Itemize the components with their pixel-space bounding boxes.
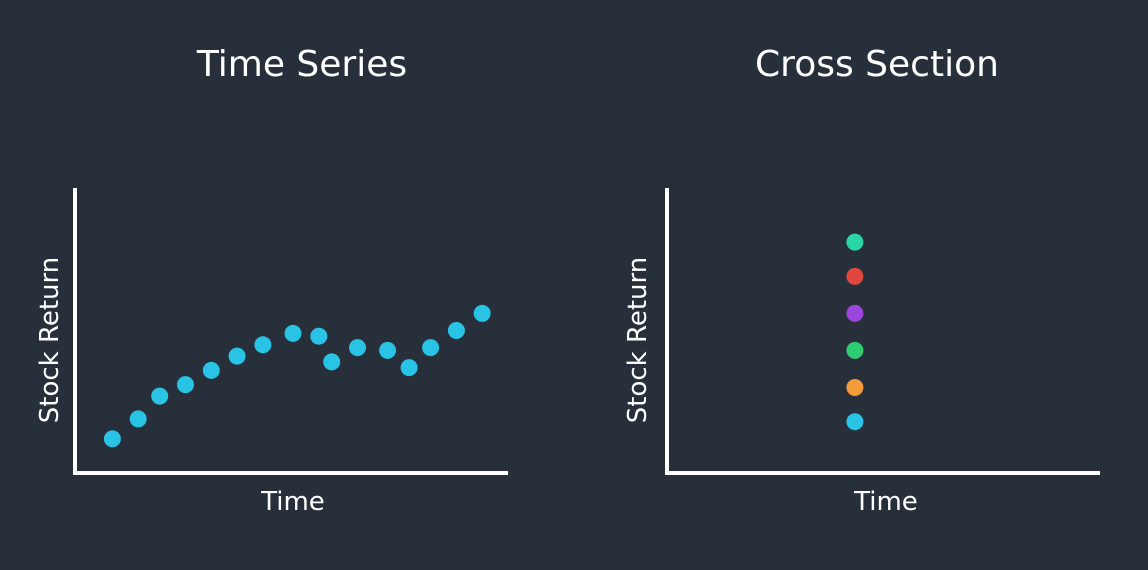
data-point [254, 336, 272, 354]
x-axis-label: Time [853, 487, 918, 517]
time-series-chart: Time Series Time Stock Return [35, 44, 508, 517]
data-point [422, 339, 440, 357]
axes [665, 188, 1100, 475]
chart-title: Time Series [196, 44, 407, 85]
y-axis-label: Stock Return [35, 257, 65, 424]
data-point [846, 267, 864, 285]
cross-section-chart: Cross Section Time Stock Return [623, 44, 1100, 517]
data-points [846, 233, 864, 431]
data-point [473, 304, 491, 322]
data-point [447, 322, 465, 339]
axes [73, 188, 508, 475]
data-point [400, 359, 418, 377]
data-point [129, 410, 147, 428]
data-point [379, 341, 397, 359]
data-point [151, 387, 169, 405]
y-axis-label: Stock Return [623, 257, 653, 424]
data-point [323, 353, 341, 371]
data-point [846, 379, 864, 396]
data-point [846, 341, 864, 359]
data-point [846, 304, 864, 322]
data-point [846, 413, 864, 431]
data-point [349, 339, 366, 357]
data-point [310, 327, 328, 345]
data-point [202, 361, 220, 379]
data-point [103, 430, 121, 448]
data-point [846, 233, 864, 251]
data-point [284, 324, 302, 342]
chart-title: Cross Section [755, 44, 999, 85]
data-point [177, 376, 194, 394]
x-axis-label: Time [260, 487, 325, 517]
data-points [103, 304, 491, 448]
data-point [228, 347, 246, 365]
